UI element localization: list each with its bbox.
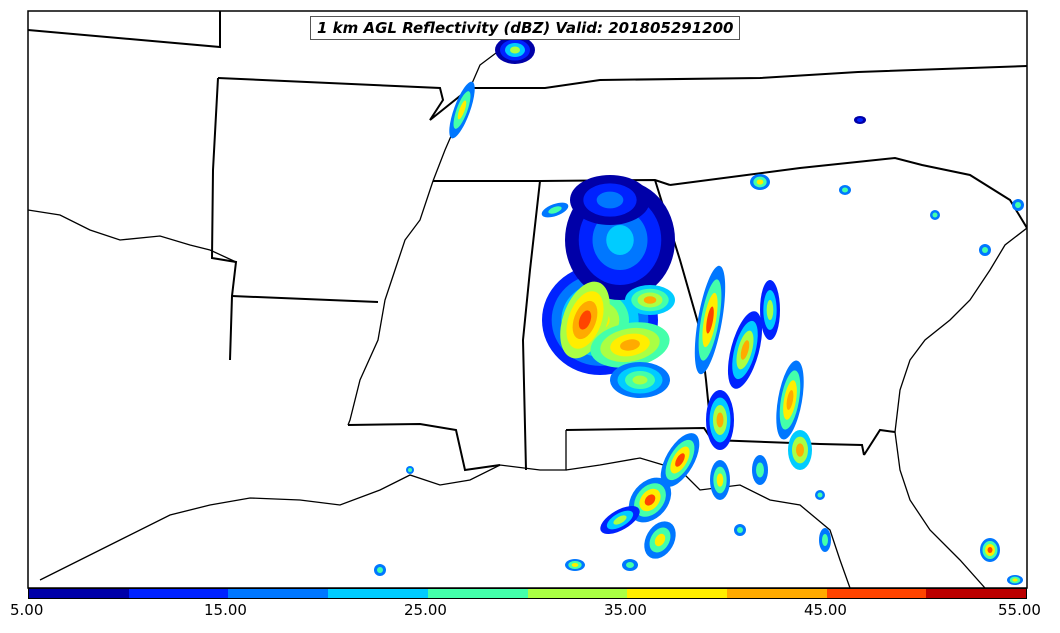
echo-cell: [644, 494, 656, 506]
colorbar-segment: [228, 589, 329, 598]
colorbar-tick-45: 45.00: [804, 601, 847, 619]
echo-cell: [626, 562, 634, 568]
echo-cell: [1012, 578, 1018, 582]
colorbar-segment: [527, 589, 628, 598]
echo-cell: [1015, 202, 1021, 208]
echo-cell: [842, 187, 848, 193]
echo-cell: [510, 46, 520, 54]
echo-cell: [716, 473, 724, 487]
echo-cell: [706, 306, 714, 334]
colorbar: [28, 588, 1027, 599]
echo-cell: [457, 100, 467, 120]
echo-cell: [613, 515, 627, 525]
map-title: 1 km AGL Reflectivity (dBZ) Valid: 20180…: [310, 16, 741, 40]
echo-cell: [578, 310, 592, 330]
colorbar-segment: [726, 589, 827, 598]
colorbar-segment: [826, 589, 927, 598]
echo-cell: [716, 412, 724, 428]
echo-cell: [571, 563, 579, 567]
echo-cell: [620, 339, 640, 351]
echo-cell: [632, 375, 648, 385]
echo-cell: [606, 225, 634, 255]
echo-cell: [596, 191, 624, 209]
colorbar-segment: [328, 589, 428, 598]
colorbar-segment: [128, 589, 229, 598]
colorbar-tick-25: 25.00: [404, 601, 447, 619]
echo-cell: [643, 296, 657, 304]
echo-cell: [737, 527, 743, 533]
echo-cell: [987, 547, 993, 553]
colorbar-tick-35: 35.00: [604, 601, 647, 619]
echo-cell: [932, 212, 938, 218]
echo-cell: [857, 118, 863, 122]
echo-cell: [766, 300, 774, 320]
echo-cell: [408, 468, 412, 472]
state-boundaries: [28, 11, 1027, 472]
echo-cell: [756, 462, 764, 478]
colorbar-tick-15: 15.00: [204, 601, 247, 619]
echo-cell: [822, 534, 828, 546]
echo-cell: [982, 247, 988, 253]
echo-cell: [740, 340, 750, 360]
echo-cell: [654, 533, 666, 547]
colorbar-segment: [627, 589, 727, 598]
echo-cell: [756, 179, 764, 185]
echo-cell: [786, 390, 794, 410]
reflectivity-echoes: [374, 36, 1024, 585]
coastline: [28, 39, 1027, 588]
colorbar-segment: [29, 589, 129, 598]
echo-cell: [377, 567, 383, 573]
colorbar-segment: [427, 589, 528, 598]
echo-cell: [675, 453, 685, 467]
colorbar-tick-5: 5.00: [10, 601, 44, 619]
echo-cell: [548, 206, 562, 214]
colorbar-tick-55: 55.00: [998, 601, 1041, 619]
colorbar-segment: [926, 589, 1027, 598]
echo-cell: [796, 443, 804, 457]
echo-cell: [817, 492, 823, 498]
